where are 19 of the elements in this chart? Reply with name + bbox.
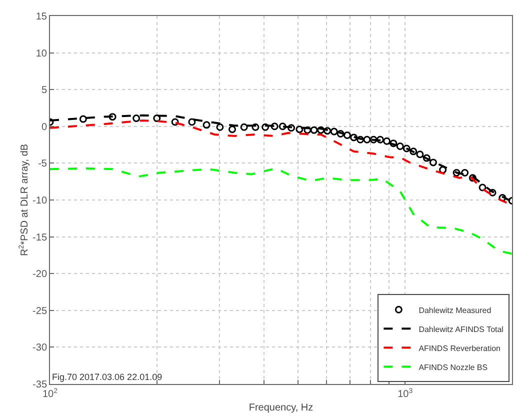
legend-label: Dahlewitz AFINDS Total <box>418 324 504 334</box>
y-tick-label: -25 <box>32 306 48 317</box>
y-tick-label: -30 <box>32 342 48 354</box>
annotation: Fig.70 2017.03.06 22.01.09 <box>52 372 162 382</box>
y-tick-label: -35 <box>32 380 48 390</box>
legend-label: Dahlewitz Measured <box>418 306 492 315</box>
x-tick-label: 10$^{2}$ <box>42 388 58 400</box>
y-tick-label: 5 <box>41 85 48 96</box>
y-tick-label: 0 <box>41 122 48 133</box>
y-tick-label: -5 <box>38 158 48 170</box>
x-axis-title: Frequency, Hz <box>248 402 314 414</box>
x-tick-label: 10$^{3}$ <box>398 388 413 400</box>
y-tick-label: 10 <box>36 48 48 60</box>
y-tick-label: -15 <box>32 232 48 244</box>
y-tick-label: -20 <box>32 269 48 280</box>
y-tick-label: -10 <box>32 196 48 206</box>
legend-label: AFINDS Nozzle BS <box>418 362 488 372</box>
y-tick-label: 15 <box>36 12 48 22</box>
legend-label: AFINDS Reverberation <box>418 344 501 353</box>
